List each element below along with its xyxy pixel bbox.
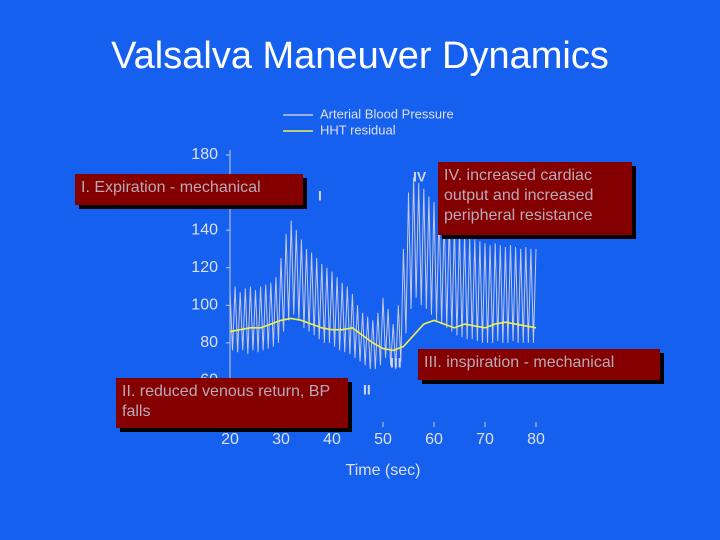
annotation: IV. increased cardiac output and increas… [438,162,632,235]
x-tick-label: 60 [425,431,443,448]
phase-label: III [390,355,402,371]
legend-label: Arterial Blood Pressure [320,106,454,121]
phase-label: IV [413,169,427,185]
y-tick-label: 80 [200,334,218,351]
phase-label: I [318,188,322,204]
x-tick-label: 40 [323,431,341,448]
series-line [229,317,537,352]
x-tick-label: 30 [272,431,290,448]
annotation: I. Expiration - mechanical [75,174,303,205]
series-line [229,177,537,370]
annotation: II. reduced venous return, BP falls [116,378,348,428]
y-tick-label: 120 [191,259,218,276]
x-tick-label: 70 [476,431,494,448]
chart-title: Valsalva Maneuver Dynamics [111,35,609,77]
phase-label: II [363,382,371,398]
x-tick-label: 80 [527,431,545,448]
x-axis-label: Time (sec) [346,462,421,479]
y-tick-label: 180 [191,146,218,163]
y-tick-label: 140 [191,221,218,238]
x-tick-label: 50 [374,431,392,448]
y-tick-label: 100 [191,297,218,314]
legend-label: HHT residual [320,122,396,137]
x-tick-label: 20 [221,431,239,448]
annotation: III. inspiration - mechanical [418,349,660,380]
